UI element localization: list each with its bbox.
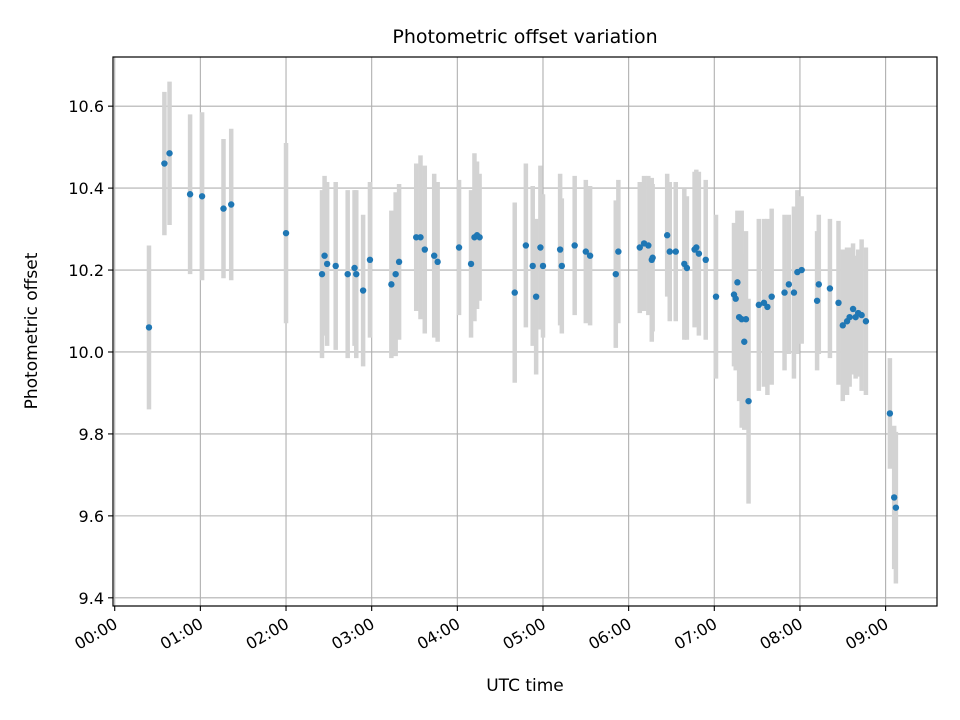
data-point <box>886 410 894 417</box>
data-point <box>321 252 328 259</box>
data-point <box>145 324 153 331</box>
y-axis-label: Photometric offset <box>22 252 42 409</box>
data-point <box>582 248 590 255</box>
data-point <box>846 313 853 321</box>
data-point <box>768 293 775 300</box>
data-point <box>161 160 168 167</box>
data-point <box>612 270 619 278</box>
data-point <box>815 281 822 288</box>
y-tick-label: 9.6 <box>79 507 104 526</box>
data-point <box>666 248 673 255</box>
data-point <box>392 270 399 278</box>
data-point <box>798 266 805 274</box>
data-point <box>615 248 622 255</box>
data-point <box>431 252 438 259</box>
data-point <box>522 242 530 249</box>
data-point <box>892 504 900 511</box>
data-point <box>318 270 326 278</box>
data-point <box>455 244 463 251</box>
data-point <box>332 262 339 270</box>
data-point <box>826 285 834 292</box>
data-point <box>586 252 594 259</box>
data-point <box>712 293 720 300</box>
data-point <box>539 262 547 270</box>
data-point <box>556 246 564 253</box>
plot-frame <box>112 56 938 607</box>
data-point <box>467 260 475 268</box>
data-point <box>790 289 798 296</box>
data-point <box>532 293 540 300</box>
chart-title: Photometric offset variation <box>392 26 657 48</box>
data-point <box>741 338 748 345</box>
data-point <box>858 311 865 319</box>
data-point <box>813 297 821 304</box>
data-point <box>476 234 483 241</box>
y-tick-label: 10.6 <box>68 97 104 116</box>
data-point <box>529 262 536 270</box>
data-point <box>228 201 235 208</box>
data-points <box>145 150 900 511</box>
y-tick-label: 10.4 <box>68 179 104 198</box>
data-point <box>344 270 351 278</box>
data-point <box>186 191 194 198</box>
data-point <box>359 287 367 294</box>
data-point <box>511 289 518 296</box>
data-point <box>636 244 643 251</box>
data-point <box>785 281 793 288</box>
data-point <box>695 250 703 257</box>
data-point <box>839 322 846 329</box>
data-point <box>835 299 842 307</box>
data-point <box>645 242 652 249</box>
data-point <box>702 256 709 264</box>
data-point <box>434 258 441 266</box>
data-point <box>742 316 750 323</box>
data-point <box>353 270 360 278</box>
data-point <box>672 248 679 255</box>
y-tick-label: 10.2 <box>68 261 104 280</box>
y-tick-label: 10.0 <box>68 343 104 362</box>
x-axis-label: UTC time <box>486 676 564 696</box>
data-point <box>166 150 173 157</box>
data-point <box>351 264 358 272</box>
data-point <box>198 193 206 200</box>
data-point <box>388 281 395 288</box>
y-tick-label: 9.4 <box>79 589 104 608</box>
data-point <box>663 232 671 239</box>
data-point <box>220 205 227 212</box>
data-point <box>890 494 898 501</box>
data-point <box>755 301 763 309</box>
data-point <box>745 397 752 405</box>
data-point <box>732 295 739 302</box>
data-point <box>323 260 331 268</box>
data-point <box>683 264 691 272</box>
data-point <box>649 254 656 261</box>
data-point <box>537 244 544 251</box>
data-point <box>417 234 424 241</box>
data-point <box>421 246 428 253</box>
data-point <box>282 229 290 237</box>
data-point <box>693 244 700 251</box>
data-point <box>734 279 741 286</box>
data-point <box>571 242 578 249</box>
data-point <box>764 303 771 311</box>
data-point <box>366 256 374 264</box>
data-point <box>849 305 857 313</box>
data-point <box>395 258 403 266</box>
y-axis: 9.4 9.6 9.8 10.0 10.2 10.4 10.6 <box>68 97 113 608</box>
data-point <box>781 289 788 296</box>
y-tick-label: 9.8 <box>79 425 104 444</box>
data-point <box>862 318 870 325</box>
data-point <box>558 262 566 270</box>
